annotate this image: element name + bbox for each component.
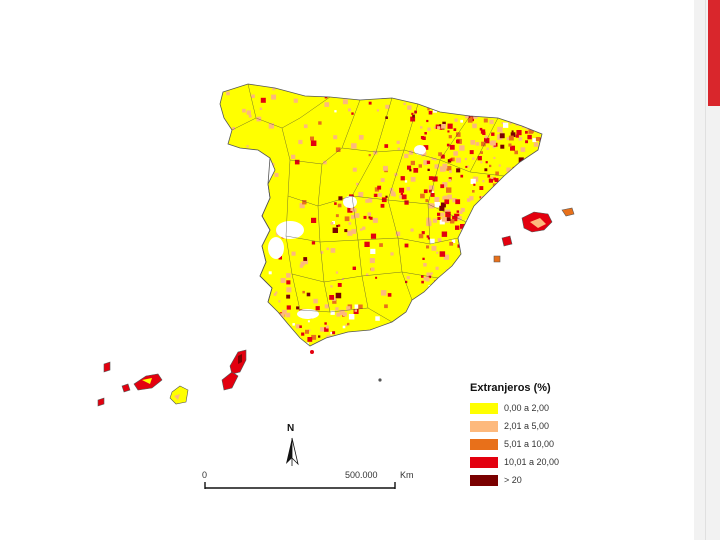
map-legend: Extranjeros (%) 0,00 a 2,00 2,01 a 5,00 5,…: [470, 382, 580, 490]
legend-item: > 20: [470, 472, 580, 488]
legend-swatch: [470, 402, 498, 414]
legend-item: 10,01 a 20,00: [470, 454, 580, 470]
scale-end-label: 500.000: [345, 470, 378, 480]
scale-unit-label: Km: [400, 470, 414, 480]
mainland-spain: [219, 83, 543, 347]
right-bar-accent: [708, 0, 720, 106]
balearic-islands: [493, 207, 575, 263]
legend-label: > 20: [504, 475, 522, 485]
legend-swatch: [470, 456, 498, 468]
legend-title: Extranjeros (%): [470, 382, 551, 394]
canary-islands: [97, 349, 247, 407]
legend-item: 2,01 a 5,00: [470, 418, 580, 434]
right-bar-divider: [705, 0, 706, 540]
scale-bar: [204, 482, 396, 489]
legend-label: 10,01 a 20,00: [504, 457, 560, 467]
scale-start-label: 0: [202, 470, 208, 480]
legend-label: 2,01 a 5,00: [504, 421, 550, 431]
legend-item: 5,01 a 10,00: [470, 436, 580, 452]
north-label: N: [287, 423, 295, 434]
legend-label: 0,00 a 2,00: [504, 403, 550, 413]
north-africa-cities: [310, 350, 382, 382]
north-arrow: [286, 437, 299, 466]
legend-swatch: [470, 474, 498, 486]
legend-swatch: [470, 438, 498, 450]
legend-item: 0,00 a 2,00: [470, 400, 580, 416]
legend-label: 5,01 a 10,00: [504, 439, 555, 449]
legend-swatch: [470, 420, 498, 432]
